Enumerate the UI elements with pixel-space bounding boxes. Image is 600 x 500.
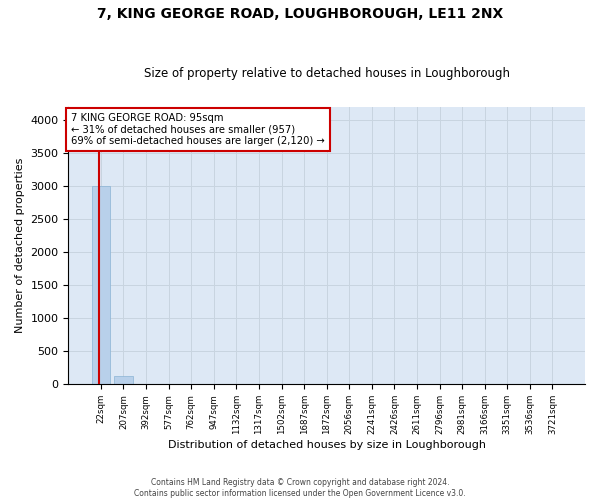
Bar bbox=[92, 186, 110, 384]
Text: Contains HM Land Registry data © Crown copyright and database right 2024.
Contai: Contains HM Land Registry data © Crown c… bbox=[134, 478, 466, 498]
Title: Size of property relative to detached houses in Loughborough: Size of property relative to detached ho… bbox=[144, 66, 510, 80]
Y-axis label: Number of detached properties: Number of detached properties bbox=[15, 158, 25, 334]
X-axis label: Distribution of detached houses by size in Loughborough: Distribution of detached houses by size … bbox=[168, 440, 486, 450]
Text: 7 KING GEORGE ROAD: 95sqm
← 31% of detached houses are smaller (957)
69% of semi: 7 KING GEORGE ROAD: 95sqm ← 31% of detac… bbox=[71, 112, 325, 146]
Text: 7, KING GEORGE ROAD, LOUGHBOROUGH, LE11 2NX: 7, KING GEORGE ROAD, LOUGHBOROUGH, LE11 … bbox=[97, 8, 503, 22]
Bar bbox=[115, 376, 133, 384]
